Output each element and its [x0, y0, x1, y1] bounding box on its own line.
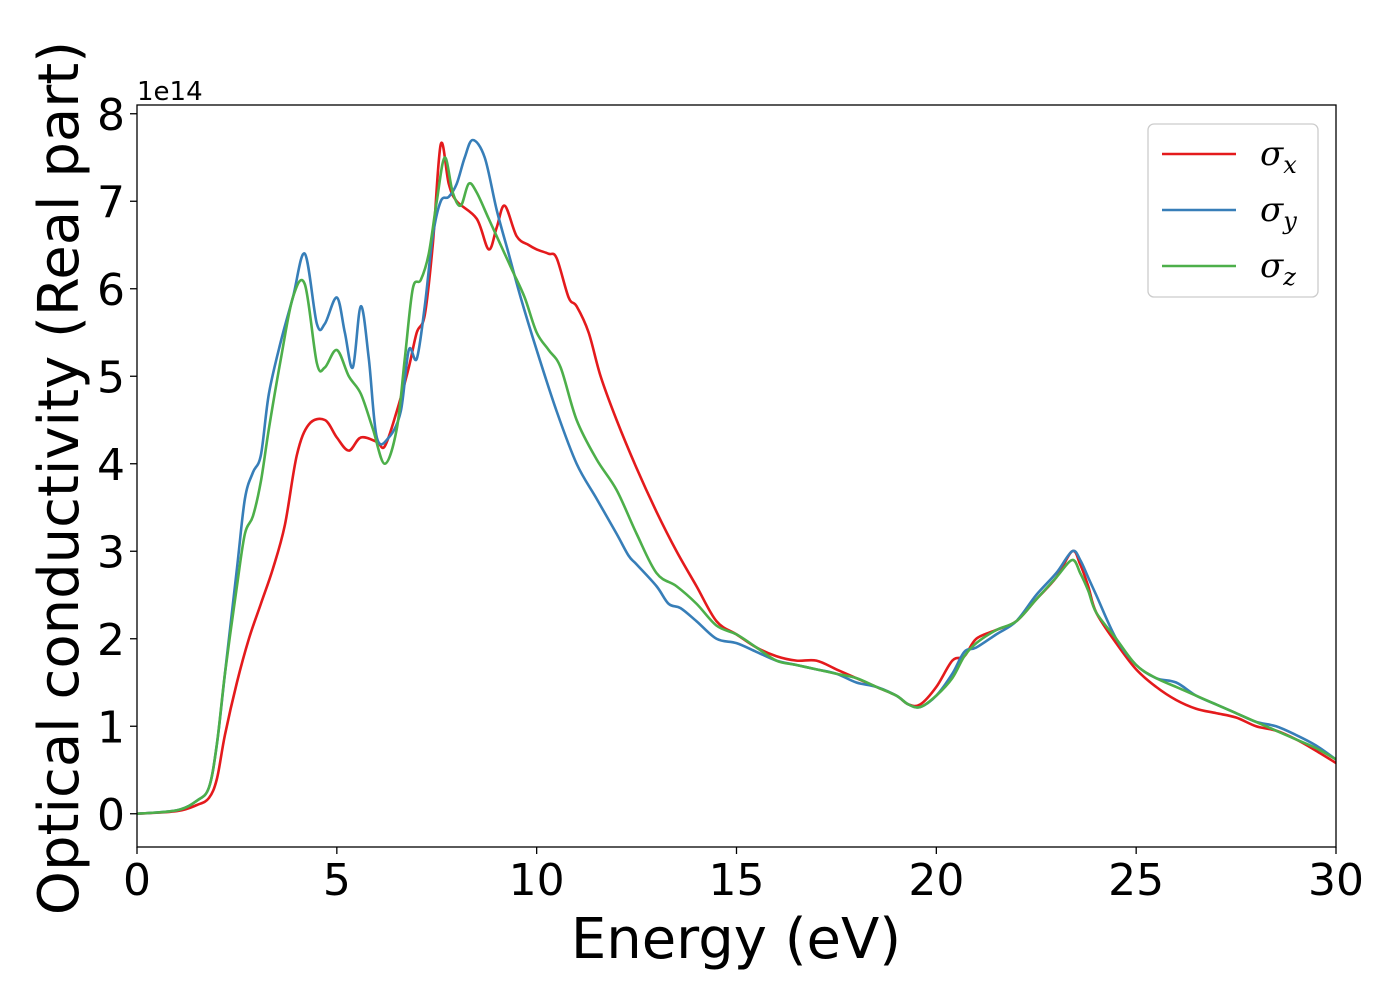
plot-area: [137, 138, 1336, 816]
x-tick-label: 10: [509, 855, 565, 906]
x-tick-label: 25: [1108, 855, 1164, 906]
y-axis-offset-label: 1e14: [137, 77, 203, 107]
y-tick-label: 0: [97, 790, 125, 841]
y-tick-label: 3: [97, 527, 125, 578]
x-tick-label: 0: [123, 855, 151, 906]
y-tick-label: 6: [97, 265, 125, 316]
y-tick-label: 1: [97, 702, 125, 753]
y-tick-label: 8: [97, 90, 125, 141]
y-tick-label: 7: [97, 177, 125, 228]
legend-label-y: σy: [1260, 190, 1297, 235]
y-axis-label: Optical conductivity (Real part): [27, 41, 92, 915]
x-tick-label: 5: [323, 855, 351, 906]
legend: σx σy σz: [1147, 123, 1319, 298]
y-tick-label: 5: [97, 352, 125, 403]
series-line-y: [137, 138, 1336, 816]
series-line-x: [137, 141, 1336, 816]
series-line-z: [137, 156, 1336, 816]
legend-label-z: σz: [1260, 246, 1296, 291]
y-tick-label: 2: [97, 615, 125, 666]
y-tick-label: 4: [97, 440, 125, 491]
axes: 0 5 10 15 20 25 30 0 1 2 3 4 5 6 7 8: [97, 90, 1364, 906]
x-axis-label: Energy (eV): [571, 907, 901, 972]
x-tick-label: 15: [709, 855, 765, 906]
legend-label-x: σx: [1260, 134, 1297, 179]
x-tick-label: 30: [1308, 855, 1364, 906]
x-tick-label: 20: [908, 855, 964, 906]
